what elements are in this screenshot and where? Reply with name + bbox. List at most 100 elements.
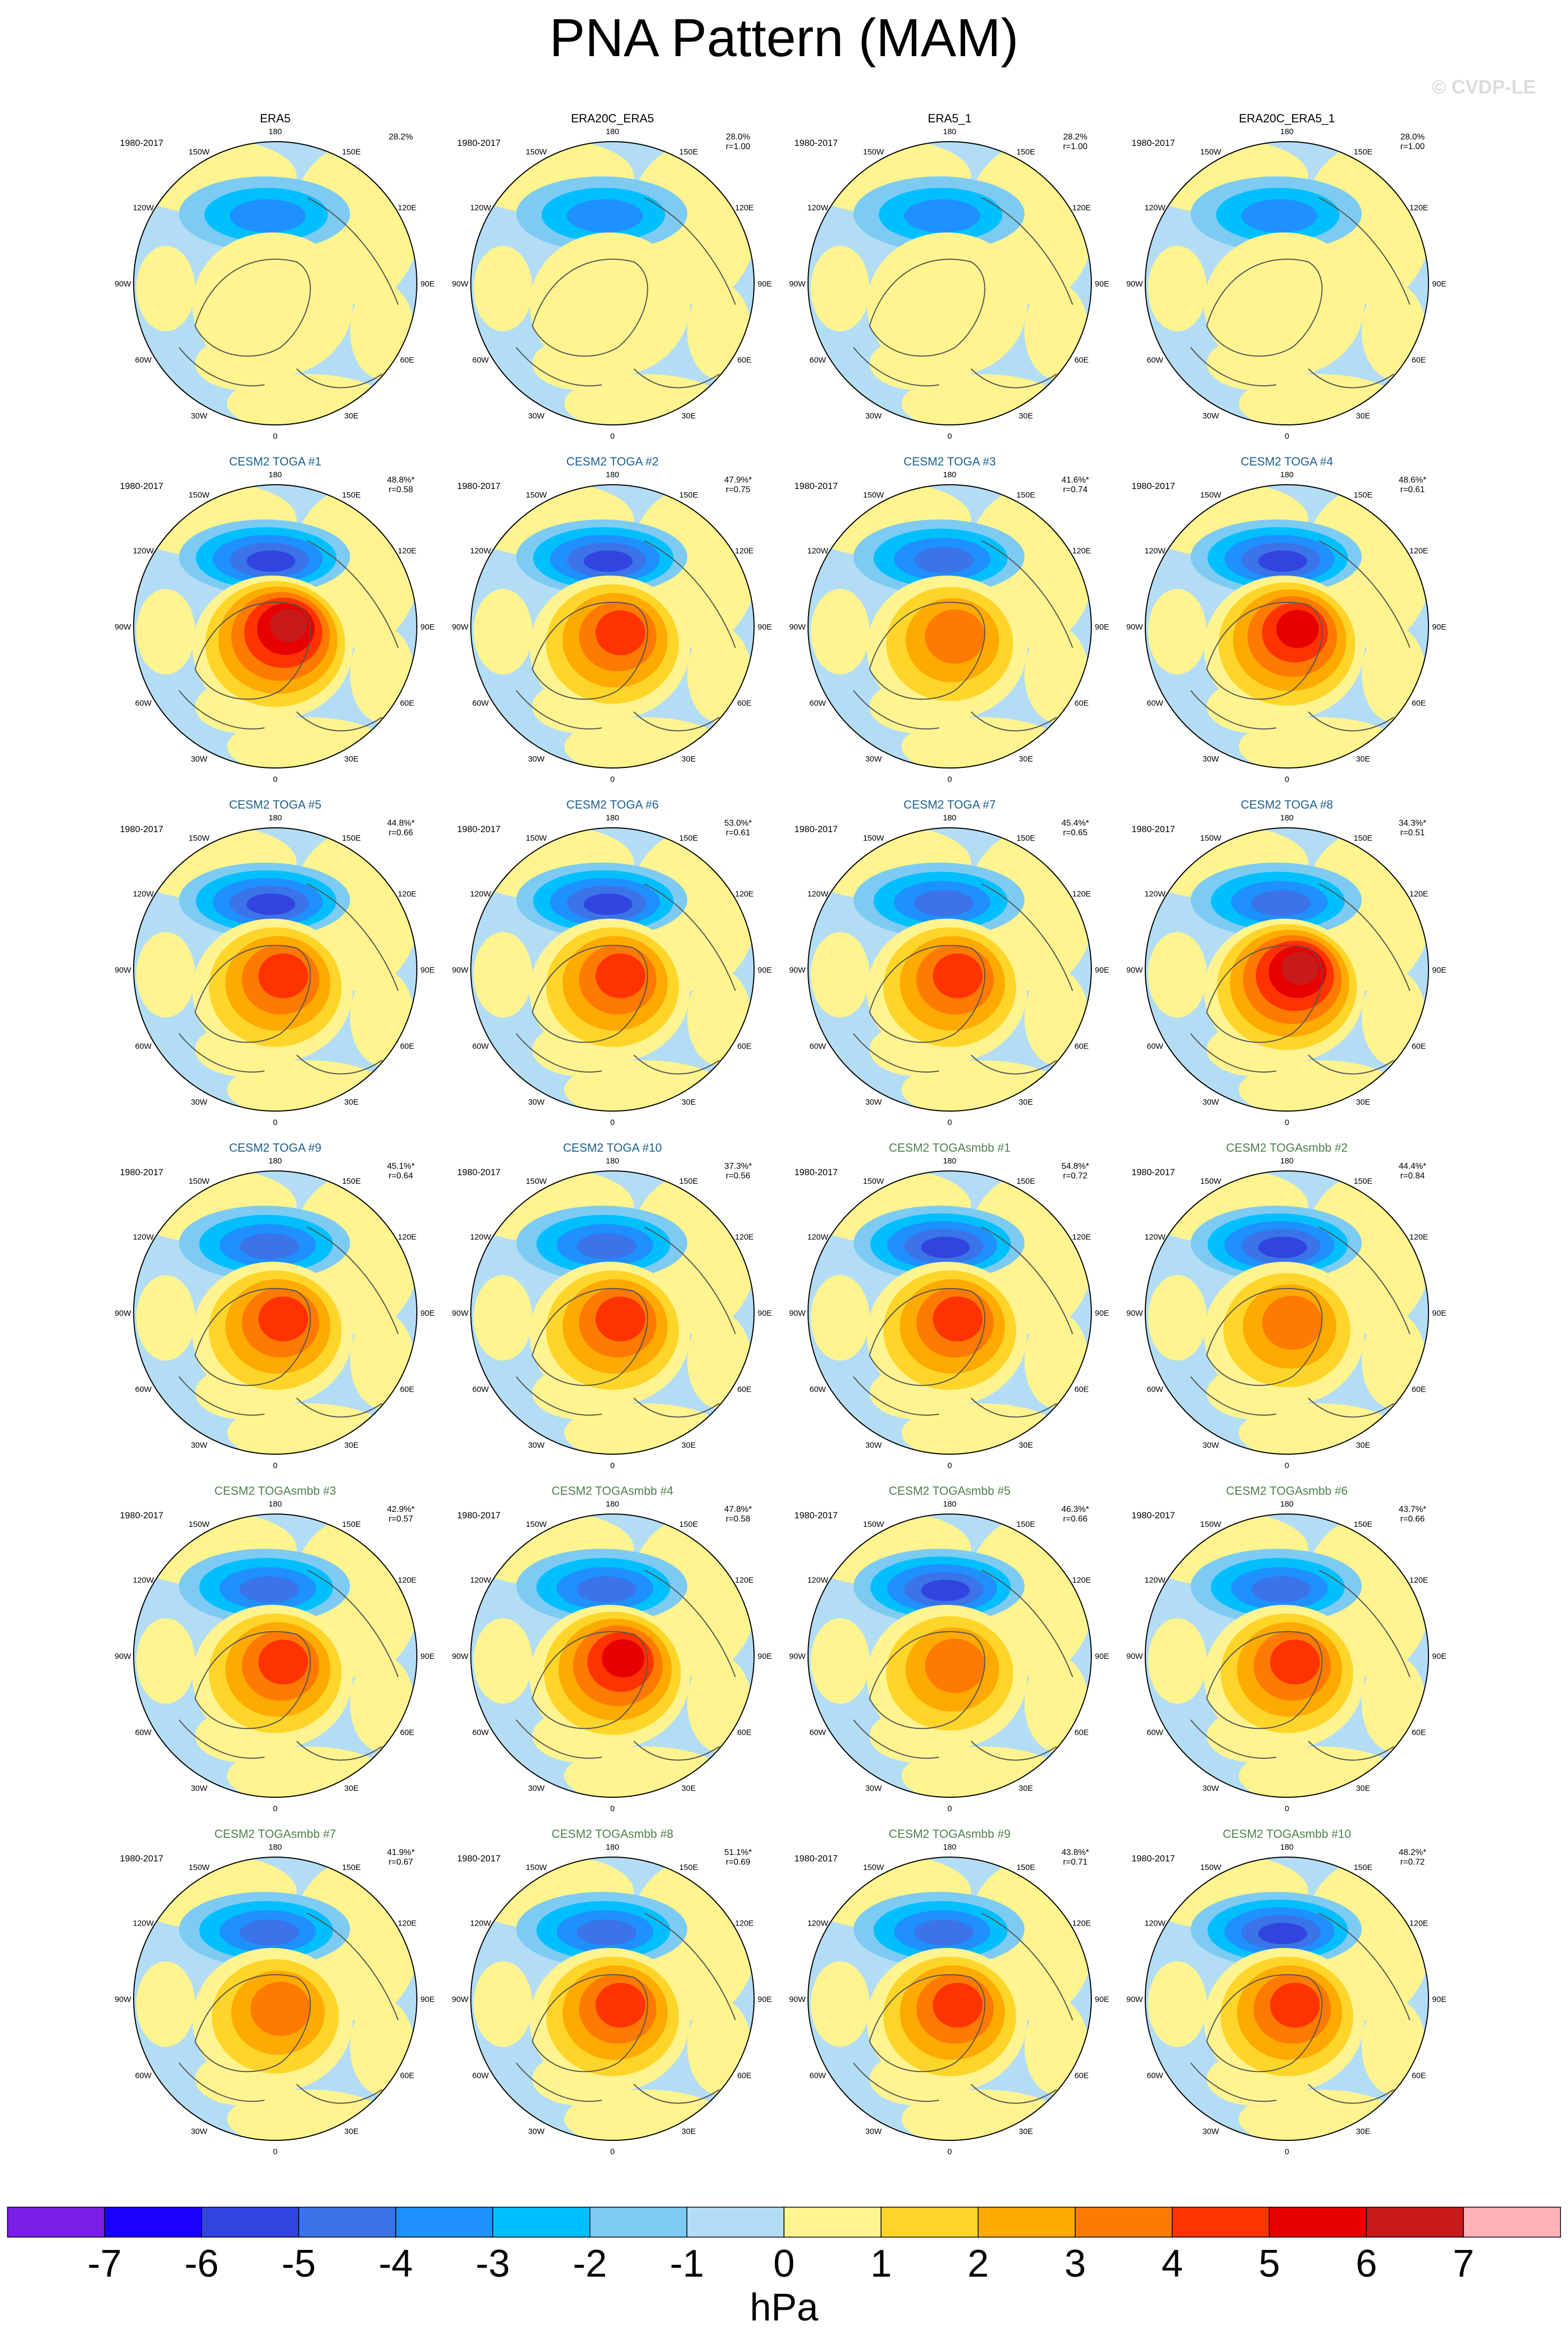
longitude-label: 120E	[735, 1919, 754, 1928]
globe-outline	[808, 141, 1092, 425]
map-panel: CESM2 TOGA #1 1980-2017 48.8%*r=0.58 180 150…	[115, 455, 435, 784]
colorbar-tick: 7	[1453, 2242, 1474, 2285]
explained-variance: 42.9%*	[387, 1505, 415, 1514]
longitude-label: 150W	[189, 1520, 210, 1529]
globe-outline	[1145, 827, 1429, 1112]
longitude-label: 0	[273, 432, 277, 441]
longitude-label: 150W	[1200, 1520, 1222, 1529]
longitude-label: 60W	[472, 2071, 490, 2081]
longitude-label: 180	[606, 1500, 619, 1509]
longitude-label: 90W	[789, 1995, 806, 2004]
longitude-label: 60E	[737, 356, 751, 365]
longitude-label: 30E	[344, 755, 359, 764]
panel-title: CESM2 TOGA #9	[229, 1141, 322, 1154]
longitude-label: 60W	[1147, 2071, 1164, 2081]
colorbar-tick: -5	[282, 2242, 316, 2285]
longitude-label: 120E	[398, 1919, 416, 1928]
longitude-label: 90E	[758, 1995, 772, 2004]
longitude-label: 0	[610, 432, 615, 441]
longitude-label: 0	[1285, 1804, 1289, 1813]
longitude-label: 150E	[342, 148, 361, 157]
explained-variance: 48.6%*	[1399, 476, 1426, 485]
pattern-field	[134, 1171, 417, 1454]
longitude-label: 180	[943, 813, 956, 822]
map-panel: CESM2 TOGAsmbb #8 1980-2017 51.1%*r=0.69 18…	[452, 1827, 772, 2156]
longitude-label: 30W	[1202, 1441, 1220, 1450]
longitude-label: 150E	[342, 1863, 361, 1872]
longitude-label: 60E	[737, 1728, 751, 1737]
coastline	[853, 883, 1073, 1075]
positive-anomaly-patch	[1148, 1275, 1207, 1361]
pattern-correlation: r=0.56	[726, 1171, 750, 1181]
pattern-correlation: r=1.00	[1400, 142, 1425, 151]
longitude-label: 60W	[810, 1042, 827, 1051]
longitude-label: 150E	[342, 491, 361, 500]
positive-anomaly-contour	[1282, 951, 1319, 985]
longitude-label: 150W	[1200, 834, 1222, 843]
longitude-label: 120W	[470, 1233, 492, 1242]
panel-title: ERA20C_ERA5_1	[1239, 112, 1335, 125]
longitude-label: 90E	[1095, 1652, 1109, 1661]
map-panel: CESM2 TOGA #6 1980-2017 53.0%*r=0.61 180 150…	[452, 798, 772, 1127]
negative-anomaly-contour	[577, 1919, 636, 1946]
panel-title: CESM2 TOGAsmbb #7	[214, 1827, 336, 1841]
colorbar-tick: 2	[967, 2242, 989, 2285]
longitude-label: 120E	[1409, 204, 1428, 213]
longitude-label: 90W	[115, 966, 132, 975]
positive-anomaly-patch	[1148, 932, 1207, 1018]
longitude-label: 180	[943, 1156, 956, 1166]
negative-anomaly-contour	[229, 199, 306, 233]
map-panel: CESM2 TOGAsmbb #7 1980-2017 41.9%*r=0.67 18…	[115, 1827, 435, 2156]
pattern-field	[1145, 828, 1429, 1111]
positive-anomaly-patch	[136, 1961, 195, 2047]
positive-anomaly-patch	[1024, 626, 1089, 723]
longitude-label: 90W	[789, 966, 806, 975]
longitude-label: 150W	[189, 1177, 210, 1186]
coastline	[853, 1913, 1073, 2104]
longitude-label: 30E	[681, 1784, 696, 1793]
colorbar-swatch	[1366, 2207, 1464, 2238]
map-panel: CESM2 TOGAsmbb #5 1980-2017 46.3%*r=0.66 18…	[789, 1484, 1109, 1813]
explained-variance: 37.3%*	[724, 1162, 752, 1171]
negative-anomaly-contour	[246, 550, 296, 572]
globe-outline	[470, 1170, 755, 1455]
longitude-label: 30W	[191, 755, 208, 764]
map-panel: CESM2 TOGA #4 1980-2017 48.6%*r=0.61 180 150…	[1127, 455, 1447, 784]
longitude-label: 60E	[737, 699, 751, 708]
negative-anomaly-contour	[1251, 1576, 1311, 1603]
positive-anomaly-patch	[811, 932, 870, 1018]
positive-anomaly-patch	[350, 969, 414, 1066]
negative-anomaly-contour	[1258, 1923, 1307, 1944]
longitude-label: 90W	[452, 623, 469, 632]
pattern-field	[1145, 1514, 1429, 1797]
period-label: 1980-2017	[120, 824, 163, 834]
negative-anomaly-contour	[914, 890, 974, 917]
longitude-label: 60E	[400, 1385, 414, 1394]
longitude-label: 60E	[400, 1728, 414, 1737]
longitude-label: 90W	[115, 623, 132, 632]
pattern-correlation: r=0.66	[389, 828, 413, 837]
positive-anomaly-patch	[1148, 589, 1207, 674]
longitude-label: 180	[268, 813, 282, 822]
longitude-label: 90W	[1127, 623, 1144, 632]
colorbar-swatch	[7, 2207, 105, 2238]
panel-title: ERA5	[260, 112, 290, 125]
longitude-label: 120E	[398, 547, 416, 556]
longitude-label: 30E	[681, 1098, 696, 1107]
pattern-correlation: r=0.64	[389, 1171, 413, 1181]
longitude-label: 150W	[526, 1520, 547, 1529]
longitude-label: 150W	[1200, 148, 1222, 157]
period-label: 1980-2017	[120, 138, 163, 148]
longitude-label: 120W	[470, 1919, 492, 1928]
coastline	[516, 883, 736, 1075]
longitude-label: 90W	[452, 966, 469, 975]
positive-anomaly-patch	[1362, 1656, 1426, 1752]
longitude-label: 30E	[344, 1098, 359, 1107]
positive-anomaly-patch	[473, 932, 532, 1018]
longitude-label: 90W	[789, 1652, 806, 1661]
longitude-label: 60W	[1147, 1728, 1164, 1737]
longitude-label: 60E	[1074, 1385, 1089, 1394]
coastline	[516, 197, 736, 389]
longitude-label: 0	[273, 1118, 277, 1127]
pattern-correlation: r=0.51	[1400, 828, 1425, 837]
